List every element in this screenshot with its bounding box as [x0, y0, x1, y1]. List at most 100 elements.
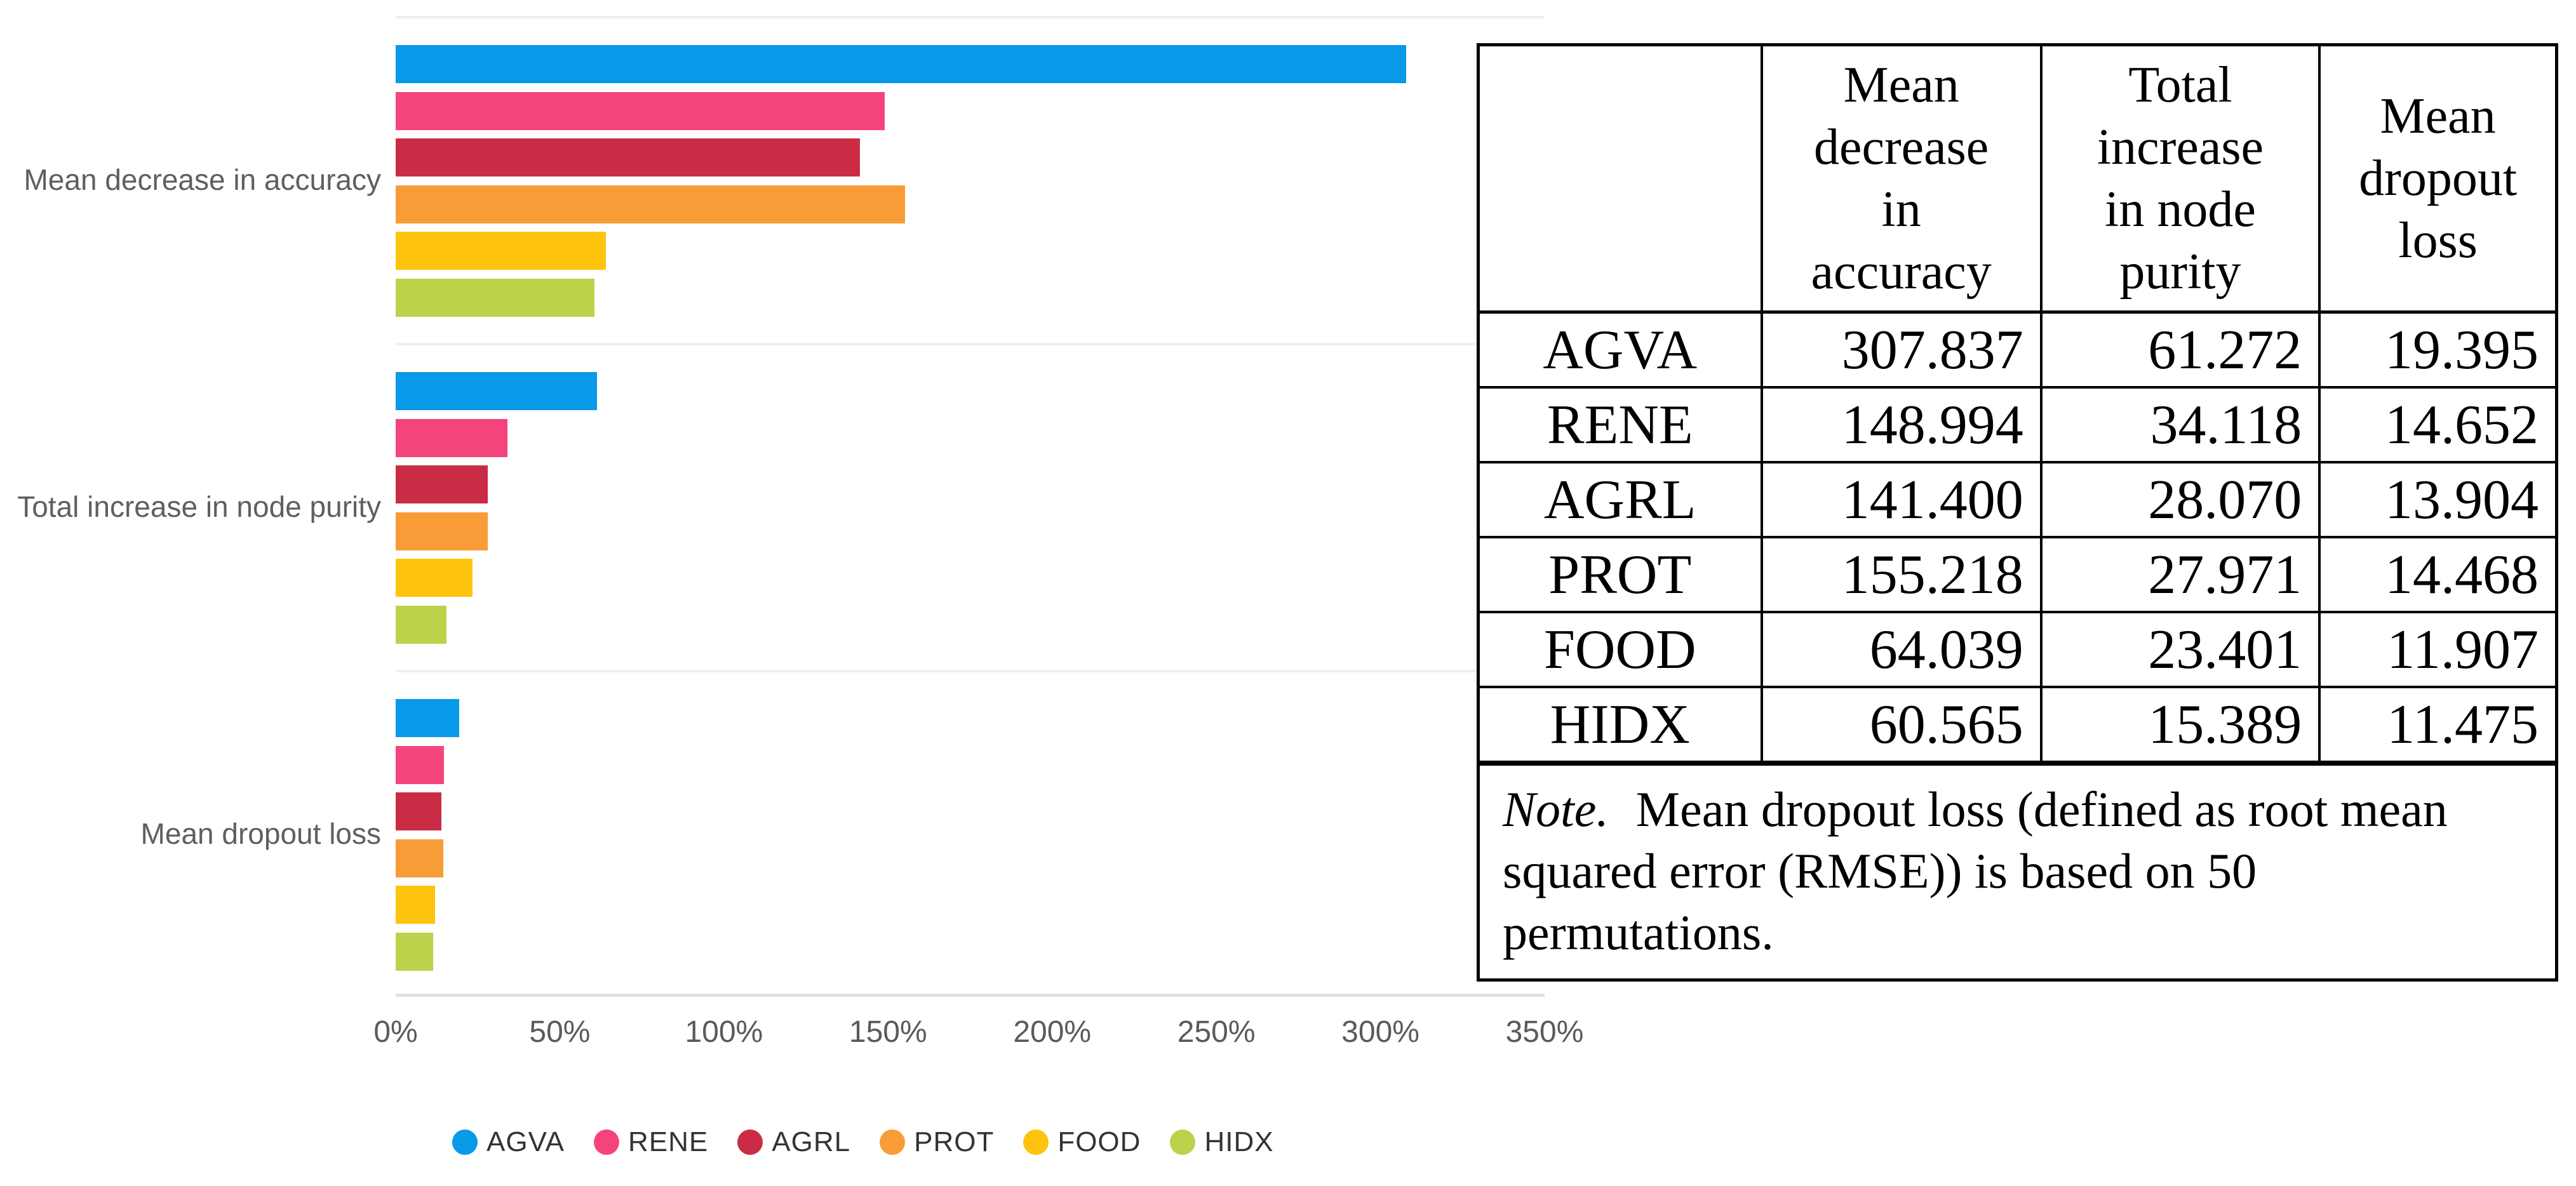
- legend-item-agrl: AGRL: [737, 1126, 850, 1158]
- note-text: Mean dropout loss (defined as root mean …: [1503, 782, 2448, 960]
- x-axis: 0% 50% 100% 150% 200% 250% 300% 350%: [373, 1015, 1583, 1059]
- note-label: Note.: [1503, 782, 1609, 837]
- bar-rene: [396, 745, 444, 784]
- bar-agva: [396, 45, 1407, 83]
- legend-swatch-icon: [1170, 1129, 1196, 1155]
- legend-swatch-icon: [594, 1129, 620, 1155]
- bar-agrl: [396, 465, 488, 503]
- x-axis-line: [396, 994, 1545, 997]
- value-cell: 14.652: [2318, 386, 2555, 463]
- x-axis-tick-label: 200%: [1013, 1015, 1092, 1049]
- legend-label: AGVA: [486, 1126, 565, 1157]
- legend-swatch-icon: [1023, 1129, 1049, 1155]
- bar-hidx: [396, 932, 434, 971]
- bar-rene: [396, 418, 508, 457]
- value-cell: 11.475: [2318, 686, 2555, 763]
- value-cell: 64.039: [1760, 611, 2043, 688]
- x-axis-tick-label: 250%: [1177, 1015, 1256, 1049]
- legend-item-agva: AGVA: [452, 1126, 565, 1158]
- legend-swatch-icon: [737, 1129, 763, 1155]
- row-label-cell: PROT: [1480, 536, 1763, 613]
- table-note: Note. Mean dropout loss (defined as root …: [1480, 763, 2555, 978]
- importance-table: Mean decrease in accuracy Total increase in no…: [1477, 43, 2558, 982]
- table-header-cell: [1480, 46, 1763, 314]
- legend-label: HIDX: [1204, 1126, 1274, 1157]
- value-cell: 60.565: [1760, 686, 2043, 763]
- table-header: Mean decrease in accuracy Total increase in no…: [1480, 46, 2555, 314]
- category-label: Mean dropout loss: [140, 816, 381, 850]
- bar-hidx: [396, 605, 446, 644]
- value-cell: 28.070: [2039, 461, 2321, 538]
- value-cell: 13.904: [2318, 461, 2555, 538]
- table-header-cell: Total increase in node purity: [2039, 46, 2321, 314]
- value-cell: 19.395: [2318, 310, 2555, 389]
- bar-prot: [396, 512, 488, 550]
- legend-item-food: FOOD: [1023, 1126, 1141, 1158]
- bar-group: [396, 343, 1545, 670]
- row-label-cell: FOOD: [1480, 611, 1763, 688]
- row-label-cell: RENE: [1480, 386, 1763, 463]
- x-axis-tick-label: 0%: [373, 1015, 418, 1049]
- table-row: FOOD 64.039 23.401 11.907: [1480, 611, 2555, 688]
- table-body: AGVA 307.837 61.272 19.395 RENE 148.994 34.118…: [1480, 310, 2555, 763]
- bar-food: [396, 559, 473, 597]
- legend-item-hidx: HIDX: [1170, 1126, 1273, 1158]
- value-cell: 34.118: [2039, 386, 2321, 463]
- legend-item-rene: RENE: [594, 1126, 708, 1158]
- value-cell: 15.389: [2039, 686, 2321, 763]
- x-axis-tick-label: 150%: [849, 1015, 927, 1049]
- x-axis-tick-label: 300%: [1341, 1015, 1419, 1049]
- feature-importance-bar-chart: Mean decrease in accuracy Total increase …: [17, 16, 1583, 1163]
- table-header-cell: Mean dropout loss: [2318, 46, 2555, 314]
- bar-hidx: [396, 278, 595, 317]
- x-axis-tick-label: 350%: [1505, 1015, 1584, 1049]
- table-header-cell: Mean decrease in accuracy: [1760, 46, 2043, 314]
- group-separator-line: [396, 670, 1545, 672]
- legend-swatch-icon: [880, 1129, 906, 1155]
- table-row: AGVA 307.837 61.272 19.395: [1480, 310, 2555, 389]
- bar-agva: [396, 699, 460, 737]
- importance-table-grid: Mean decrease in accuracy Total increase in no…: [1480, 46, 2555, 763]
- value-cell: 148.994: [1760, 386, 2043, 463]
- row-label-cell: HIDX: [1480, 686, 1763, 763]
- row-label-cell: AGVA: [1480, 310, 1763, 389]
- x-axis-tick-label: 100%: [685, 1015, 763, 1049]
- category-label: Mean decrease in accuracy: [23, 163, 381, 196]
- value-cell: 14.468: [2318, 536, 2555, 613]
- table-header-row: Mean decrease in accuracy Total increase in no…: [1480, 46, 2555, 314]
- category-label: Total increase in node purity: [17, 490, 381, 523]
- table-row: AGRL 141.400 28.070 13.904: [1480, 461, 2555, 538]
- value-cell: 23.401: [2039, 611, 2321, 688]
- value-cell: 155.218: [1760, 536, 2043, 613]
- value-cell: 11.907: [2318, 611, 2555, 688]
- bar-agrl: [396, 792, 441, 830]
- bar-prot: [396, 839, 443, 877]
- legend-swatch-icon: [452, 1129, 478, 1155]
- value-cell: 141.400: [1760, 461, 2043, 538]
- bar-group: [396, 16, 1545, 343]
- legend-item-prot: PROT: [880, 1126, 994, 1158]
- group-separator-line: [396, 16, 1545, 18]
- legend: AGVA RENE AGRL PROT FOOD HIDX: [452, 1121, 1274, 1163]
- bar-food: [396, 232, 606, 270]
- bar-group: [396, 670, 1545, 997]
- x-axis-tick-label: 50%: [529, 1015, 591, 1049]
- group-separator-line: [396, 343, 1545, 345]
- row-label-cell: AGRL: [1480, 461, 1763, 538]
- table-row: PROT 155.218 27.971 14.468: [1480, 536, 2555, 613]
- value-cell: 61.272: [2039, 310, 2321, 389]
- legend-label: AGRL: [772, 1126, 851, 1157]
- bar-rene: [396, 91, 885, 130]
- value-cell: 307.837: [1760, 310, 2043, 389]
- table-row: HIDX 60.565 15.389 11.475: [1480, 686, 2555, 763]
- bar-agrl: [396, 138, 860, 177]
- table-row: RENE 148.994 34.118 14.652: [1480, 386, 2555, 463]
- bar-prot: [396, 185, 906, 223]
- legend-label: RENE: [628, 1126, 709, 1157]
- value-cell: 27.971: [2039, 536, 2321, 613]
- plot-area: [396, 16, 1545, 997]
- legend-label: PROT: [914, 1126, 995, 1157]
- legend-label: FOOD: [1057, 1126, 1141, 1157]
- bar-agva: [396, 372, 597, 410]
